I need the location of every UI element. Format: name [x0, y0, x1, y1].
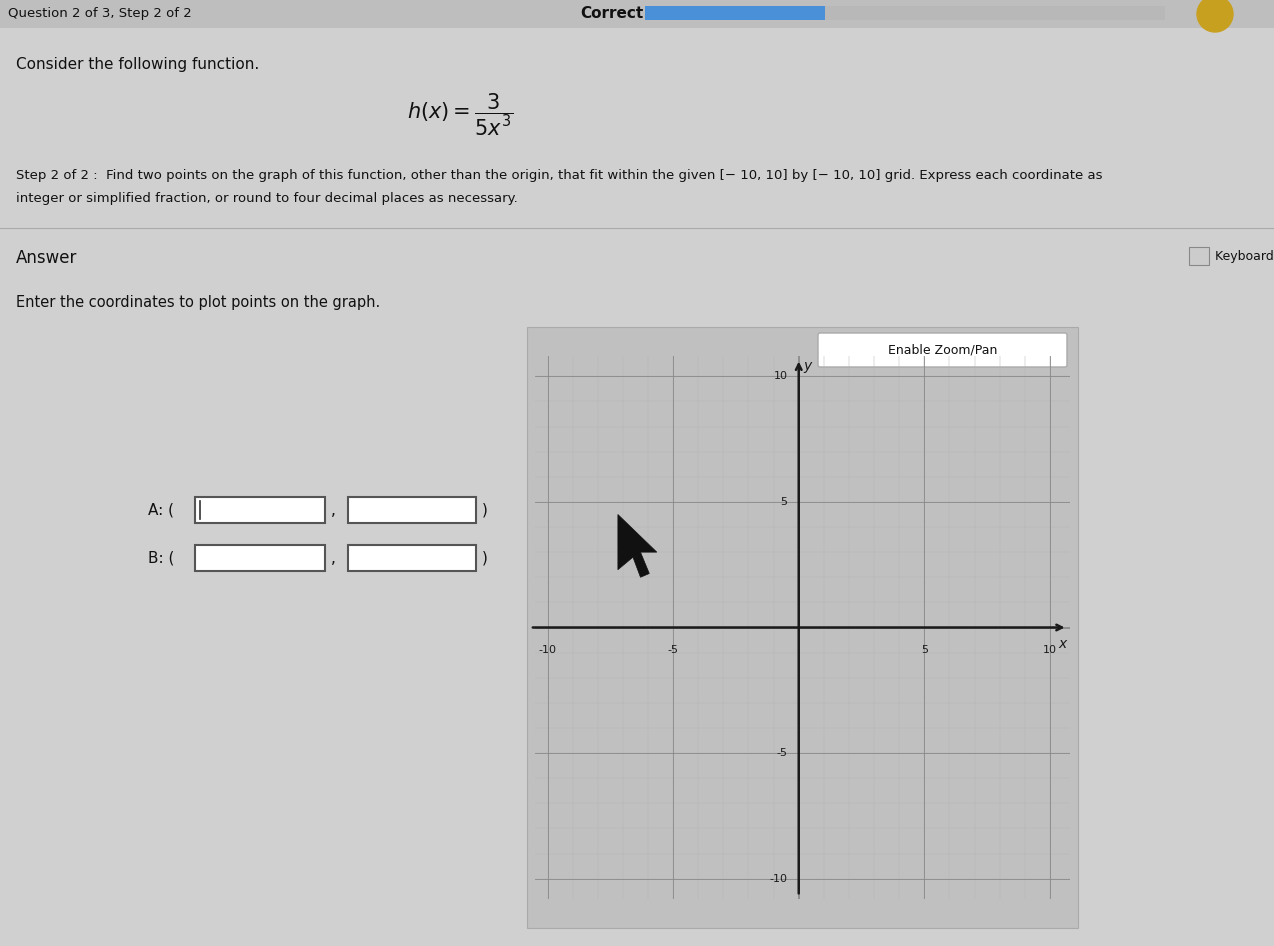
Text: 5: 5 — [781, 497, 787, 507]
Text: x: x — [1059, 637, 1066, 651]
FancyBboxPatch shape — [195, 497, 325, 523]
FancyBboxPatch shape — [527, 327, 1078, 928]
FancyBboxPatch shape — [195, 545, 325, 571]
Text: Enter the coordinates to plot points on the graph.: Enter the coordinates to plot points on … — [17, 294, 380, 309]
Text: 10: 10 — [1043, 645, 1057, 655]
Text: ): ) — [482, 551, 488, 566]
Text: A: (: A: ( — [148, 502, 175, 517]
Text: $h(x) = \dfrac{3}{5x^3}$: $h(x) = \dfrac{3}{5x^3}$ — [406, 92, 513, 138]
Text: 5: 5 — [921, 645, 927, 655]
Text: Question 2 of 3, Step 2 of 2: Question 2 of 3, Step 2 of 2 — [8, 8, 192, 21]
FancyBboxPatch shape — [645, 6, 826, 20]
FancyBboxPatch shape — [1189, 247, 1209, 265]
FancyBboxPatch shape — [0, 28, 1274, 946]
Polygon shape — [618, 515, 657, 577]
Text: Correct: Correct — [580, 7, 643, 22]
Text: integer or simplified fraction, or round to four decimal places as necessary.: integer or simplified fraction, or round… — [17, 191, 517, 204]
Text: Consider the following function.: Consider the following function. — [17, 58, 259, 73]
FancyBboxPatch shape — [348, 545, 476, 571]
Text: y: y — [804, 359, 812, 374]
Text: ,: , — [331, 551, 336, 566]
Text: -10: -10 — [769, 874, 787, 884]
Text: ): ) — [482, 502, 488, 517]
FancyBboxPatch shape — [826, 6, 1164, 20]
FancyBboxPatch shape — [818, 333, 1068, 367]
Text: Answer: Answer — [17, 249, 78, 267]
FancyBboxPatch shape — [348, 497, 476, 523]
Text: -5: -5 — [776, 748, 787, 758]
Circle shape — [1198, 0, 1233, 32]
Text: -5: -5 — [668, 645, 679, 655]
Text: 10: 10 — [773, 372, 787, 381]
Text: -10: -10 — [539, 645, 557, 655]
Text: ,: , — [331, 502, 336, 517]
Text: B: (: B: ( — [148, 551, 175, 566]
Text: Keyboard S: Keyboard S — [1215, 250, 1274, 262]
Text: Enable Zoom/Pan: Enable Zoom/Pan — [888, 343, 998, 357]
FancyBboxPatch shape — [0, 0, 1274, 28]
Text: Step 2 of 2 :  Find two points on the graph of this function, other than the ori: Step 2 of 2 : Find two points on the gra… — [17, 168, 1102, 182]
